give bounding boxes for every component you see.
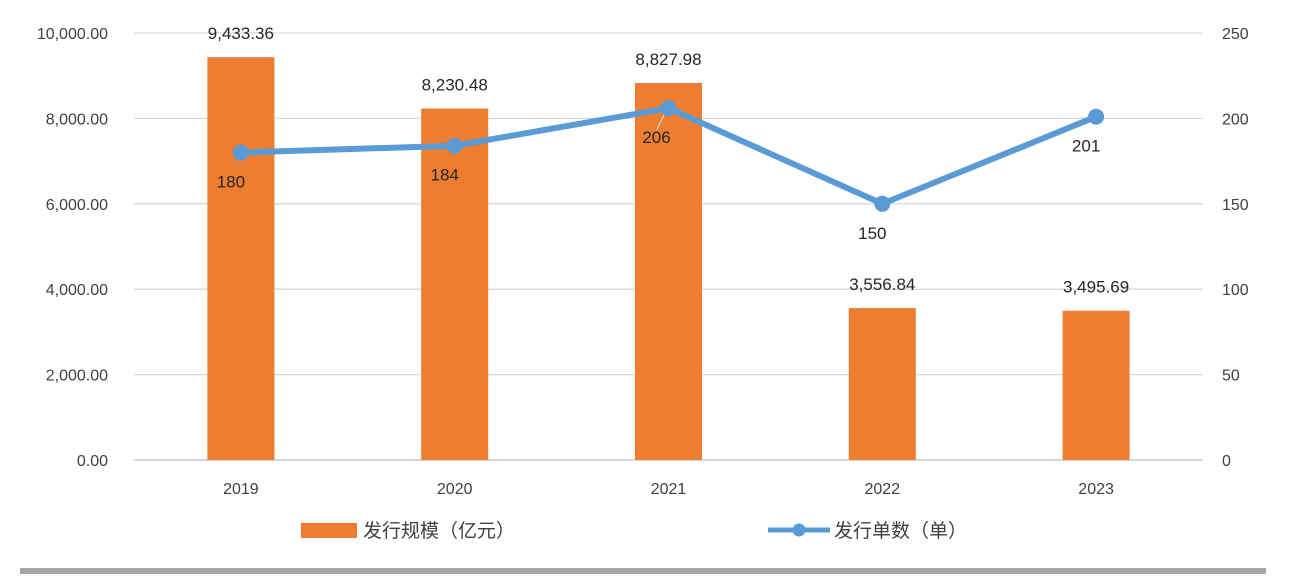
- line-data-label: 150: [858, 224, 886, 243]
- bar-data-label: 8,230.48: [422, 76, 488, 95]
- x-tick-label: 2022: [865, 481, 901, 498]
- line-point: [446, 137, 463, 154]
- line-series: [232, 100, 1105, 212]
- right-y-tick-label: 0: [1222, 453, 1231, 470]
- legend-line-label: 发行单数（单）: [834, 520, 967, 542]
- right-y-tick-label: 50: [1222, 368, 1240, 385]
- legend-line-marker: [792, 523, 806, 537]
- legend-bar-swatch: [301, 523, 357, 538]
- line-point: [232, 144, 249, 161]
- left-y-tick-label: 4,000.00: [46, 282, 108, 299]
- x-axis: 2019 2020 2021 2022 2023: [223, 481, 1114, 498]
- x-tick-label: 2019: [223, 481, 259, 498]
- right-y-tick-label: 200: [1222, 111, 1249, 128]
- line-point: [660, 100, 677, 117]
- bar: [421, 108, 489, 460]
- bar: [848, 308, 916, 460]
- bar-data-label: 9,433.36: [208, 24, 274, 43]
- line-data-label: 206: [642, 128, 670, 147]
- bar-series: [207, 57, 1130, 460]
- legend: 发行规模（亿元） 发行单数（单）: [301, 520, 967, 542]
- right-y-tick-label: 150: [1222, 197, 1249, 214]
- legend-item-line: 发行单数（单）: [768, 520, 967, 542]
- bar: [635, 83, 702, 460]
- left-y-tick-label: 6,000.00: [46, 197, 108, 214]
- data-labels: 9,433.36 8,230.48 8,827.98 3,556.84 3,495.69…: [208, 24, 1129, 297]
- bar: [1062, 310, 1130, 460]
- line-data-label: 180: [217, 173, 245, 192]
- line-data-label: 201: [1072, 137, 1100, 156]
- x-tick-label: 2023: [1078, 481, 1114, 498]
- right-y-tick-label: 100: [1222, 282, 1249, 299]
- bottom-divider: [20, 568, 1266, 574]
- label-leader: [656, 113, 665, 131]
- bar-data-label: 3,556.84: [849, 275, 915, 294]
- line-data-label: 184: [431, 166, 459, 185]
- right-y-tick-label: 250: [1222, 26, 1249, 43]
- left-y-tick-label: 2,000.00: [46, 368, 108, 385]
- left-y-tick-label: 8,000.00: [46, 111, 108, 128]
- x-tick-label: 2021: [651, 481, 687, 498]
- line-point: [1088, 108, 1105, 125]
- x-tick-label: 2020: [437, 481, 473, 498]
- left-y-tick-label: 0.00: [77, 453, 108, 470]
- legend-bar-label: 发行规模（亿元）: [363, 520, 515, 542]
- legend-item-bar: 发行规模（亿元）: [301, 520, 515, 542]
- bar-data-label: 8,827.98: [635, 50, 701, 69]
- right-y-axis: 0 50 100 150 200 250: [1222, 26, 1249, 470]
- bar-data-label: 3,495.69: [1063, 278, 1129, 297]
- bar: [207, 57, 275, 460]
- left-y-axis: 0.00 2,000.00 4,000.00 6,000.00 8,000.00 10,0…: [37, 26, 108, 470]
- left-y-tick-label: 10,000.00: [37, 26, 108, 43]
- line-point: [874, 195, 891, 212]
